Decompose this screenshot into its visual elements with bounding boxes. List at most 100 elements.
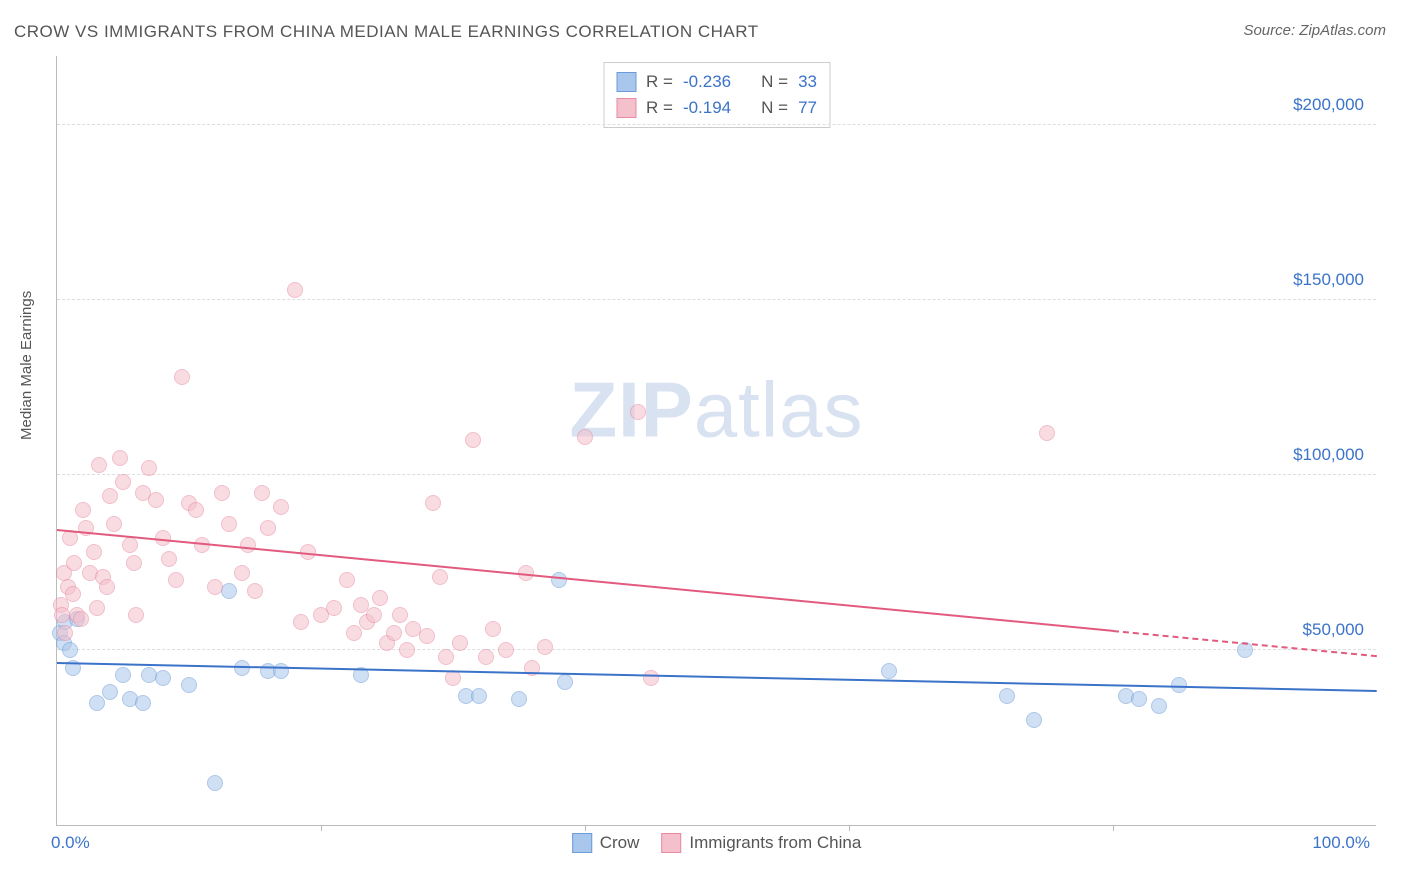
data-point [155, 670, 171, 686]
scatter-chart: ZIPatlas R =-0.236N =33R =-0.194N =77 Cr… [56, 56, 1376, 826]
data-point [438, 649, 454, 665]
data-point [366, 607, 382, 623]
gridline [57, 124, 1376, 125]
r-value: -0.236 [683, 69, 731, 95]
y-tick-label: $50,000 [1303, 620, 1364, 640]
data-point [102, 684, 118, 700]
data-point [425, 495, 441, 511]
data-point [91, 457, 107, 473]
data-point [112, 450, 128, 466]
x-axis-min-label: 0.0% [51, 833, 90, 853]
y-axis-label: Median Male Earnings [18, 291, 35, 440]
r-value: -0.194 [683, 95, 731, 121]
data-point [260, 520, 276, 536]
data-point [346, 625, 362, 641]
n-value: 33 [798, 69, 817, 95]
legend-swatch [616, 72, 636, 92]
gridline [57, 474, 1376, 475]
data-point [247, 583, 263, 599]
data-point [1151, 698, 1167, 714]
data-point [234, 565, 250, 581]
x-tick-mark [849, 825, 850, 831]
data-point [386, 625, 402, 641]
data-point [221, 516, 237, 532]
data-point [881, 663, 897, 679]
correlation-legend: R = -0.236 N = 33R = -0.194 N = 77 [603, 62, 830, 128]
data-point [372, 590, 388, 606]
data-point [273, 663, 289, 679]
data-point [148, 492, 164, 508]
data-point [240, 537, 256, 553]
data-point [577, 429, 593, 445]
data-point [339, 572, 355, 588]
data-point [62, 642, 78, 658]
data-point [207, 579, 223, 595]
data-point [106, 516, 122, 532]
n-label: N = [761, 69, 788, 95]
data-point [135, 695, 151, 711]
gridline [57, 649, 1376, 650]
data-point [452, 635, 468, 651]
series-legend: Crow Immigrants from China [572, 833, 862, 853]
data-point [75, 502, 91, 518]
data-point [511, 691, 527, 707]
y-tick-label: $150,000 [1293, 270, 1364, 290]
data-point [122, 537, 138, 553]
y-tick-label: $200,000 [1293, 95, 1364, 115]
data-point [419, 628, 435, 644]
data-point [188, 502, 204, 518]
data-point [557, 674, 573, 690]
data-point [73, 611, 89, 627]
data-point [254, 485, 270, 501]
data-point [432, 569, 448, 585]
data-point [207, 775, 223, 791]
legend-item: Immigrants from China [661, 833, 861, 853]
data-point [181, 677, 197, 693]
x-axis-max-label: 100.0% [1312, 833, 1370, 853]
data-point [273, 499, 289, 515]
source-attribution: Source: ZipAtlas.com [1243, 22, 1386, 39]
x-tick-mark [321, 825, 322, 831]
data-point [478, 649, 494, 665]
data-point [999, 688, 1015, 704]
data-point [89, 600, 105, 616]
legend-swatch [661, 833, 681, 853]
data-point [1026, 712, 1042, 728]
x-tick-mark [585, 825, 586, 831]
legend-swatch [616, 98, 636, 118]
legend-label: Immigrants from China [689, 833, 861, 853]
data-point [89, 695, 105, 711]
data-point [326, 600, 342, 616]
legend-item: Crow [572, 833, 640, 853]
data-point [99, 579, 115, 595]
data-point [537, 639, 553, 655]
data-point [174, 369, 190, 385]
chart-title: CROW VS IMMIGRANTS FROM CHINA MEDIAN MAL… [14, 22, 759, 42]
data-point [293, 614, 309, 630]
data-point [551, 572, 567, 588]
n-value: 77 [798, 95, 817, 121]
data-point [392, 607, 408, 623]
data-point [115, 667, 131, 683]
data-point [465, 432, 481, 448]
data-point [399, 642, 415, 658]
data-point [1039, 425, 1055, 441]
legend-label: Crow [600, 833, 640, 853]
data-point [643, 670, 659, 686]
data-point [126, 555, 142, 571]
legend-row: R = -0.236 N = 33 [616, 69, 817, 95]
y-tick-label: $100,000 [1293, 445, 1364, 465]
r-label: R = [646, 69, 673, 95]
data-point [485, 621, 501, 637]
legend-swatch [572, 833, 592, 853]
legend-row: R =-0.194N =77 [616, 95, 817, 121]
r-label: R = [646, 95, 673, 121]
data-point [57, 625, 73, 641]
data-point [66, 555, 82, 571]
data-point [471, 688, 487, 704]
gridline [57, 299, 1376, 300]
data-point [115, 474, 131, 490]
data-point [630, 404, 646, 420]
data-point [168, 572, 184, 588]
data-point [141, 460, 157, 476]
